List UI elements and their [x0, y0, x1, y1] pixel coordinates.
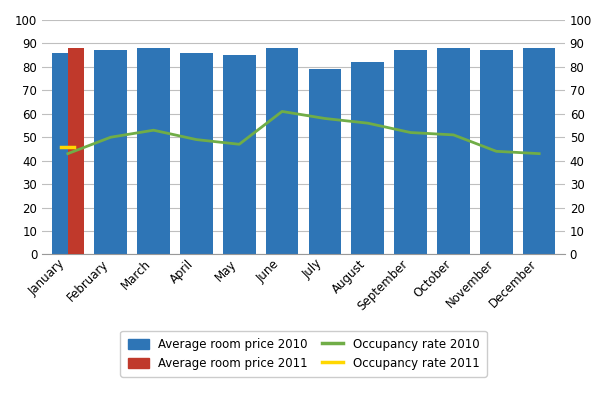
Bar [437, 48, 470, 255]
Bar [480, 51, 512, 255]
Bar [223, 55, 256, 255]
Legend: Average room price 2010, Average room price 2011, Occupancy rate 2010, Occupancy: Average room price 2010, Average room pr… [120, 331, 487, 377]
Bar [308, 69, 341, 255]
Bar [266, 48, 299, 255]
Bar [137, 48, 170, 255]
Bar [52, 53, 68, 255]
Bar [395, 51, 427, 255]
Bar [180, 53, 212, 255]
Bar [68, 48, 84, 255]
Bar [95, 51, 127, 255]
Bar [351, 62, 384, 255]
Bar [523, 48, 555, 255]
